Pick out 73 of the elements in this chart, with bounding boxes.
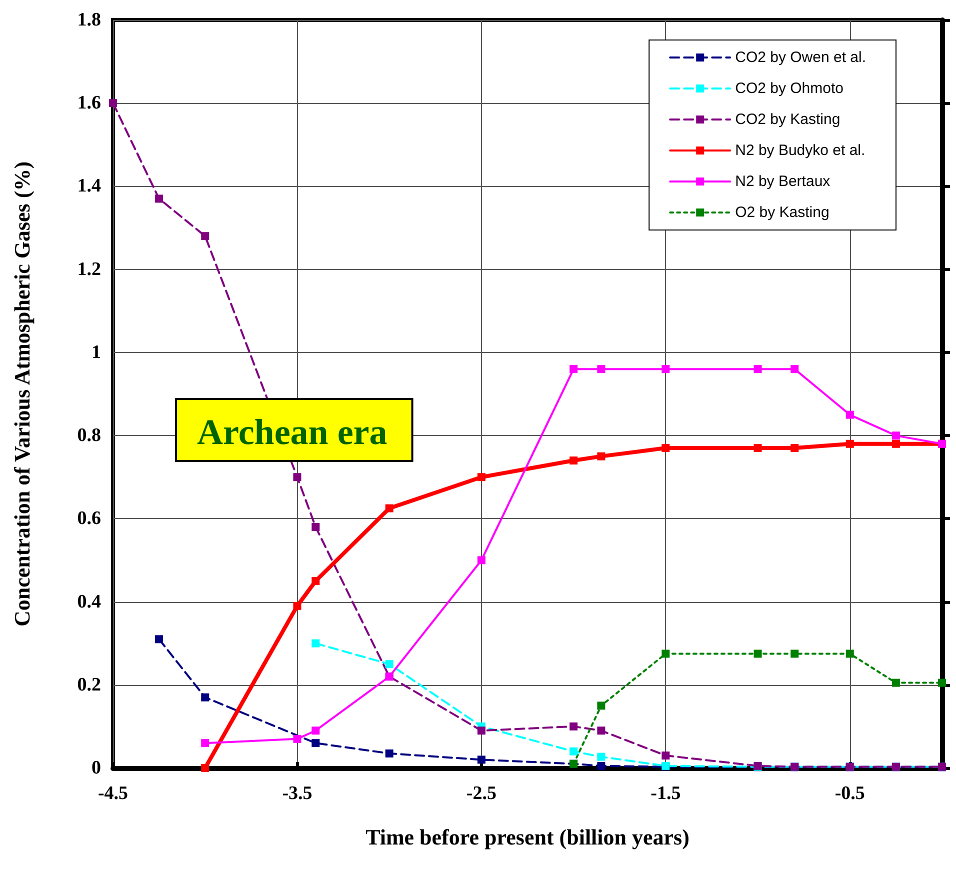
- legend-label: CO2 by Ohmoto: [735, 80, 844, 97]
- point: [846, 650, 854, 658]
- point: [477, 726, 486, 735]
- point: [312, 726, 320, 735]
- annotation: Archean era: [197, 412, 388, 452]
- point: [597, 726, 606, 735]
- y-tick-label: 1.8: [77, 10, 101, 30]
- point: [385, 660, 394, 668]
- point: [597, 702, 606, 710]
- point: [293, 602, 302, 610]
- point: [597, 762, 606, 770]
- y-axis-title: Concentration of Various Atmospheric Gases (%): [10, 161, 34, 627]
- point: [790, 650, 799, 658]
- point: [477, 756, 486, 764]
- point: [662, 752, 670, 760]
- point: [312, 739, 320, 748]
- point: [597, 752, 606, 761]
- point: [846, 440, 854, 448]
- y-tick-label: 1.6: [77, 92, 101, 114]
- point: [570, 747, 578, 756]
- point: [155, 635, 164, 644]
- point: [662, 650, 670, 658]
- point: [385, 504, 394, 512]
- point: [312, 577, 320, 585]
- x-tick-label: -3.5: [282, 783, 312, 804]
- point: [385, 749, 394, 758]
- legend-label: O2 by Kasting: [735, 204, 830, 221]
- legend-label: N2 by Budyko et al.: [735, 142, 866, 159]
- legend-label: CO2 by Kasting: [735, 111, 840, 128]
- y-tick-label: 0: [92, 758, 101, 778]
- point: [570, 365, 578, 374]
- point: [597, 365, 606, 374]
- point: [155, 194, 164, 203]
- y-tick-label: 0.8: [77, 425, 101, 446]
- legend-label: N2 by Bertaux: [735, 173, 831, 190]
- point: [570, 722, 578, 730]
- point: [662, 365, 670, 374]
- point: [312, 639, 320, 648]
- point: [312, 522, 320, 531]
- point: [597, 452, 606, 460]
- point: [201, 739, 210, 748]
- y-tick-label: 0.6: [77, 508, 101, 530]
- point: [570, 456, 578, 464]
- point: [201, 693, 210, 702]
- point: [477, 473, 486, 482]
- x-tick-label: -0.5: [834, 783, 865, 804]
- x-tick-label: -4.5: [98, 783, 128, 804]
- point: [109, 99, 117, 108]
- point: [477, 556, 486, 564]
- y-tick-label: 0.4: [77, 591, 102, 612]
- point: [846, 410, 854, 419]
- point: [790, 365, 799, 374]
- point: [293, 473, 302, 482]
- point: [754, 650, 762, 658]
- legend-label: CO2 by Owen et al.: [735, 49, 866, 66]
- point: [662, 444, 670, 452]
- x-tick-label: -2.5: [466, 783, 496, 804]
- point: [892, 678, 900, 687]
- point: [892, 440, 900, 448]
- point: [754, 365, 762, 374]
- point: [790, 444, 799, 452]
- point: [201, 764, 210, 772]
- x-tick-label: -1.5: [650, 783, 681, 804]
- y-tick-label: 1: [92, 342, 101, 363]
- y-tick-label: 1.4: [77, 176, 102, 197]
- point: [201, 232, 210, 240]
- y-tick-label: 0.2: [77, 674, 101, 696]
- x-axis-title: Time before present (billion years): [366, 824, 690, 850]
- y-tick-label: 1.2: [77, 258, 101, 280]
- point: [938, 678, 946, 687]
- point: [293, 734, 302, 743]
- point: [892, 432, 900, 440]
- point: [754, 444, 762, 452]
